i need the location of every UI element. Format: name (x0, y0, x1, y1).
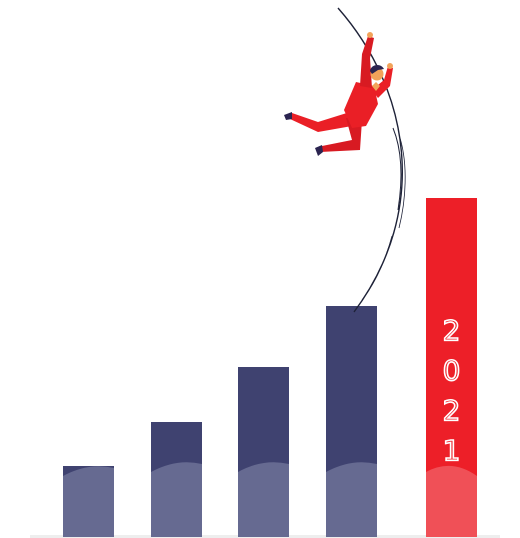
bar-4 (326, 306, 377, 537)
figure-back-leg (290, 112, 352, 132)
bar-4-shine (326, 462, 377, 537)
year-digit: 1 (443, 434, 461, 467)
year-digit: 2 (443, 394, 461, 427)
figure-front-shoe (315, 145, 323, 156)
bar-3-shine (238, 462, 289, 537)
pole-vaulter-figure (284, 32, 393, 156)
bar-3 (238, 367, 289, 537)
bar-2-shine (151, 462, 202, 537)
figure-collar (372, 82, 380, 91)
figure-back-shoe (284, 112, 292, 120)
figure-arm-front (372, 66, 393, 98)
figure-arm-upper (360, 36, 374, 88)
bar-2021-shine (426, 465, 477, 537)
figure-torso (344, 82, 378, 128)
bar-2021 (426, 198, 477, 537)
growth-bars (63, 198, 477, 537)
year-digit: 2 (443, 314, 461, 347)
vaulting-pole (337, 7, 406, 313)
bar-1 (63, 466, 114, 537)
figure-hand-upper (367, 32, 373, 38)
year-digit: 0 (443, 354, 461, 387)
bar-1-shine (63, 466, 114, 537)
bar-2 (151, 422, 202, 537)
figure-hair (370, 65, 384, 74)
figure-hand-lower (387, 63, 393, 69)
